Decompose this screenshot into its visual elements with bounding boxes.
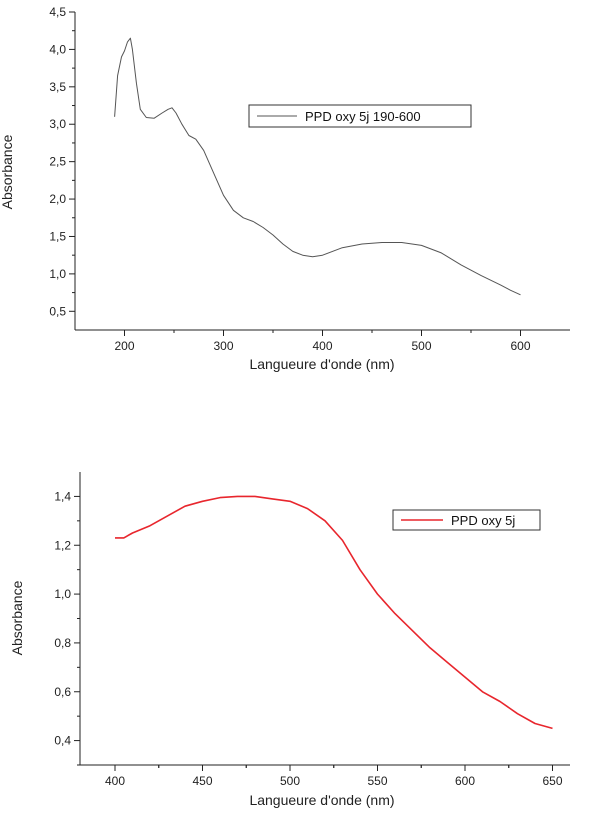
x-tick-label: 600 — [510, 339, 530, 353]
x-axis-title: Langueure d'onde (nm) — [249, 792, 394, 808]
y-tick-label: 3,5 — [49, 80, 66, 94]
legend-box — [392, 509, 541, 531]
y-tick-label: 4,0 — [49, 42, 66, 56]
series-line-ppd-oxy-5j-190-600 — [114, 37, 521, 296]
x-tick-label: 200 — [114, 339, 134, 353]
y-tick-label: 2,0 — [49, 192, 66, 206]
y-tick-label: 0,4 — [54, 734, 71, 748]
y-axis-title: Absorbance — [9, 580, 25, 655]
y-tick-label: 1,0 — [49, 267, 66, 281]
legend-box — [248, 104, 472, 128]
legend-label: PPD oxy 5j — [451, 513, 515, 528]
x-axis-title: Langueure d'onde (nm) — [249, 356, 394, 372]
x-tick-label: 400 — [105, 774, 125, 788]
y-tick-label: 1,2 — [54, 538, 71, 552]
x-tick-label: 550 — [367, 774, 387, 788]
y-axis-title: Absorbance — [0, 134, 15, 209]
y-tick-label: 1,0 — [54, 587, 71, 601]
x-tick-label: 500 — [280, 774, 300, 788]
series-line-ppd-oxy-5j — [115, 495, 553, 730]
y-tick-label: 3,0 — [49, 117, 66, 131]
y-tick-label: 2,5 — [49, 155, 66, 169]
x-tick-label: 400 — [312, 339, 332, 353]
x-tick-label: 600 — [455, 774, 475, 788]
chart-bottom-absorbance-400-650: 400 450 500 550 600 650 0,4 0,6 0,8 1,0 1,2 1,4 Lang… — [9, 472, 570, 808]
legend-label: PPD oxy 5j 190-600 — [305, 109, 421, 124]
x-tick-label: 500 — [411, 339, 431, 353]
x-tick-label: 650 — [542, 774, 562, 788]
x-tick-label: 450 — [192, 774, 212, 788]
y-tick-label: 0,5 — [49, 304, 66, 318]
x-tick-label: 300 — [213, 339, 233, 353]
y-tick-label: 1,5 — [49, 229, 66, 243]
y-tick-label: 0,8 — [54, 636, 71, 650]
y-tick-label: 1,4 — [54, 489, 71, 503]
chart-top-absorbance-190-600: 200 300 400 500 600 0,5 1,0 1,5 2,0 2,5 3,0 3,5 4,0 4… — [0, 5, 570, 372]
y-tick-label: 0,6 — [54, 685, 71, 699]
y-tick-label: 4,5 — [49, 5, 66, 19]
